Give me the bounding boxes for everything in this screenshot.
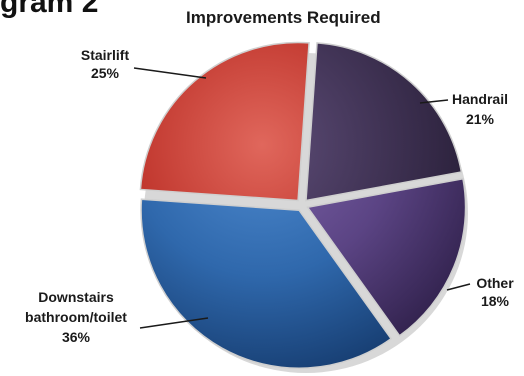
pie-slice-downstairs-bathroom-toilet (140, 198, 393, 369)
slice-category-label: Handrail (452, 91, 508, 107)
slice-percent-label: 18% (481, 293, 510, 309)
slice-category-label: Stairlift (81, 47, 130, 63)
chart-title: Improvements Required (186, 8, 381, 27)
pie-slice-handrail (305, 42, 463, 202)
slice-percent-label: 36% (62, 329, 91, 345)
leader-line (133, 67, 207, 79)
leader-line (446, 283, 471, 291)
slice-percent-label: 21% (466, 111, 495, 127)
figure-heading: gram 2 (0, 0, 99, 19)
leader-line (419, 99, 449, 104)
slice-category-label: bathroom/toilet (25, 309, 127, 325)
pie-leader-lines (133, 67, 471, 329)
slice-percent-label: 25% (91, 65, 120, 81)
pie-slice-stairlift (139, 41, 310, 202)
slice-category-label: Other (476, 275, 514, 291)
leader-line (139, 317, 209, 329)
pie-labels: Stairlift 25% Handrail 21% Other 18% Downstair… (25, 47, 514, 345)
pie-slice-other (306, 177, 467, 337)
pie-slices (139, 41, 468, 373)
slice-category-label: Downstairs (38, 289, 114, 305)
